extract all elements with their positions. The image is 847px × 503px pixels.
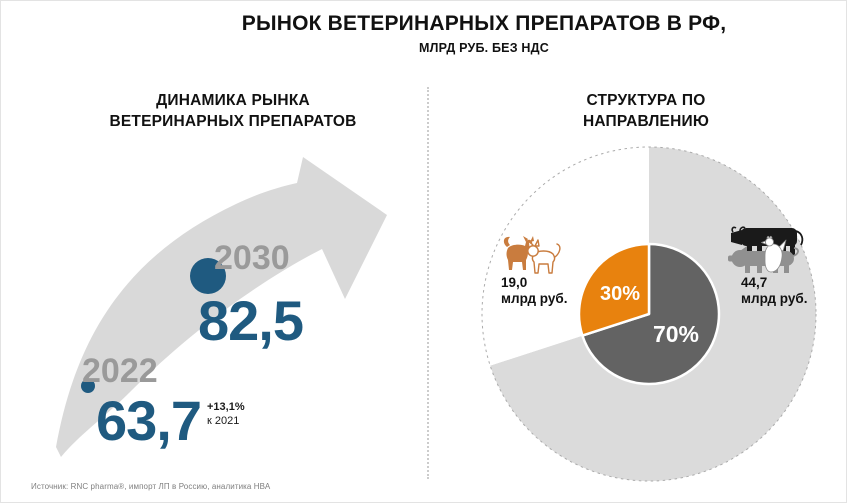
pets-value: 19,0: [501, 275, 528, 290]
page-subtitle: МЛРД РУБ. БЕЗ НДС: [419, 41, 549, 55]
segment-value-pets: 19,0 млрд руб.: [501, 275, 567, 307]
outer-dotted-border: [481, 146, 817, 482]
year-label-2022: 2022: [82, 352, 158, 390]
structure-heading-line2: НАПРАВЛЕНИЮ: [582, 112, 710, 130]
value-2022: 63,7: [96, 389, 202, 452]
dog-and-cat-icon: [503, 236, 561, 274]
marker-2030: [190, 258, 226, 294]
livestock-value: 44,7: [741, 275, 768, 290]
swoosh-arrow: [56, 157, 387, 457]
value-2030: 82,5: [198, 289, 304, 352]
growth-note-percent: +13,1%: [207, 401, 245, 413]
pets-unit: млрд руб.: [501, 291, 568, 307]
structure-heading-line1: СТРУКТУРА ПО: [586, 92, 706, 109]
pie-percent-70: 70%: [652, 321, 700, 347]
inner-sector-30: [577, 242, 651, 337]
dynamics-heading-line2: ВЕТЕРИНАРНЫХ ПРЕПАРАТОВ: [109, 112, 357, 130]
page-title: РЫНОК ВЕТЕРИНАРНЫХ ПРЕПАРАТОВ В РФ,: [241, 12, 727, 35]
structure-heading: СТРУКТУРА ПО НАПРАВЛЕНИЮ: [501, 91, 791, 133]
structure-pie-chart: [481, 146, 817, 482]
source-note: Источник: RNC pharma®, импорт ЛП в Росси…: [31, 482, 271, 491]
section-divider: [427, 87, 429, 479]
year-label-2030: 2030: [214, 239, 290, 277]
pie-percent-30: 30%: [599, 283, 641, 305]
growth-note-base: к 2021: [207, 414, 240, 427]
header: РЫНОК ВЕТЕРИНАРНЫХ ПРЕПАРАТОВ В РФ, МЛРД…: [242, 12, 727, 55]
growth-note: +13,1% к 2021: [207, 401, 245, 429]
marker-2022: [81, 379, 95, 393]
dynamics-heading-line1: ДИНАМИКА РЫНКА: [156, 92, 310, 109]
cow-pig-chicken-icon: [728, 226, 804, 273]
inner-sector-70: [581, 242, 721, 386]
growth-arrow-chart: [56, 157, 387, 457]
dynamics-heading: ДИНАМИКА РЫНКА ВЕТЕРИНАРНЫХ ПРЕПАРАТОВ: [59, 91, 407, 133]
segment-value-livestock: 44,7 млрд руб.: [741, 275, 807, 307]
livestock-unit: млрд руб.: [741, 291, 808, 307]
